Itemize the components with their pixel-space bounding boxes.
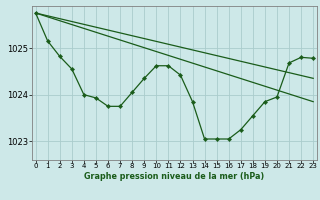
X-axis label: Graphe pression niveau de la mer (hPa): Graphe pression niveau de la mer (hPa) [84, 172, 265, 181]
